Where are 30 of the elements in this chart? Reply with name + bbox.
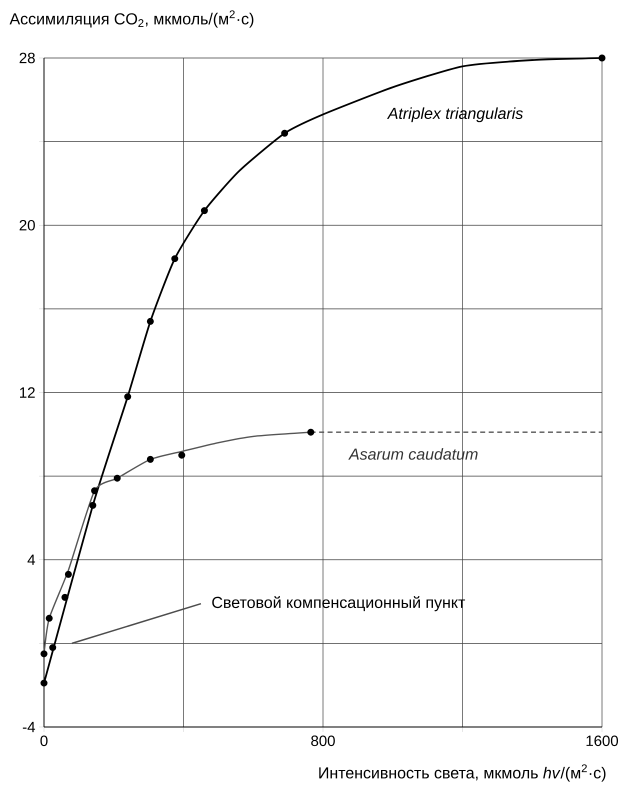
point [146,318,154,325]
point [40,650,48,658]
point [124,393,132,400]
point [598,54,606,62]
point [146,456,154,463]
x-tick-label: 0 [40,736,48,746]
y-tick-label: 4 [28,554,36,565]
point [281,130,288,137]
point [178,452,186,459]
x-tick-label: 1600 [586,736,618,746]
y-tick-label: 20 [20,220,35,231]
point [49,644,56,652]
point [114,474,121,482]
y-tick-label: 28 [20,52,35,64]
point [91,487,98,494]
series-label: Atriplex triangularis [386,107,523,122]
x-tick-label: 800 [311,736,335,746]
y-tick-label: 12 [20,387,35,398]
point [46,614,53,622]
point [307,428,314,436]
point [171,255,178,262]
annotation: Световой компенсационный пункт [212,596,466,612]
point [200,207,208,214]
point [61,594,68,601]
y-tick-label: -4 [22,722,36,732]
y-axis-title: Ассимиляция CO$_{2}$, мкмоль/(м$^{2}$·с) [10,10,254,28]
point [40,680,48,687]
point [64,570,72,578]
point [89,502,96,509]
x-axis-title: Интенсивность света, мкмоль hv/(м$^{2}$·с) [319,764,606,782]
